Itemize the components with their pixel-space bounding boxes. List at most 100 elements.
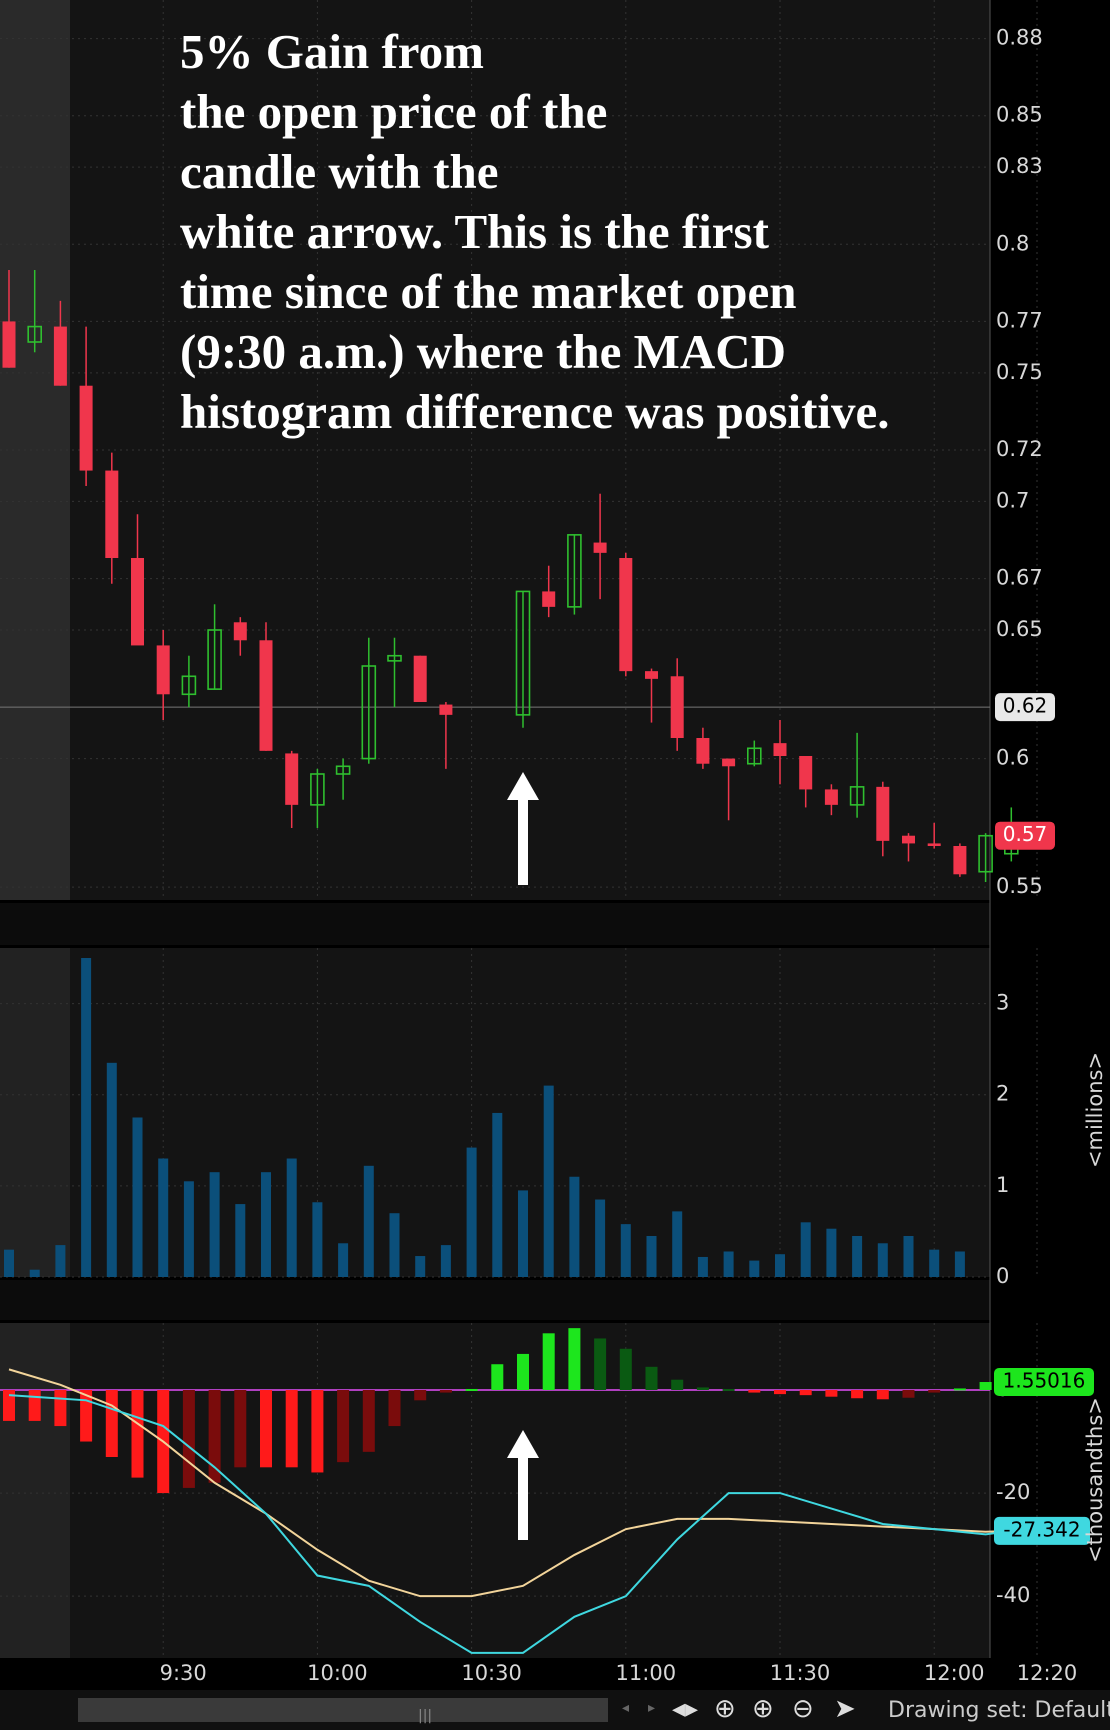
candle-body xyxy=(824,789,838,805)
histogram-bar xyxy=(517,1353,529,1390)
histogram-bar xyxy=(619,1348,632,1390)
volume-bar xyxy=(415,1256,426,1277)
macd-value-label: -27.342 xyxy=(1003,1517,1080,1541)
candle-body xyxy=(439,704,453,715)
candle-body xyxy=(593,542,607,553)
volume-bar xyxy=(29,1269,40,1277)
histogram-value-box xyxy=(994,1368,1094,1397)
scroll-left-arrow[interactable]: ◂ xyxy=(622,1700,630,1716)
volume-bar xyxy=(903,1235,914,1277)
x-tick-label: 12:00 xyxy=(924,1661,985,1685)
histogram-bar xyxy=(131,1390,144,1478)
candle-body xyxy=(542,591,556,607)
last-price-label: 0.57 xyxy=(1003,822,1048,846)
candle-body xyxy=(619,558,633,672)
volume-bar xyxy=(4,1249,14,1277)
candle-body xyxy=(27,325,43,343)
y-tick-label: 0.55 xyxy=(996,874,1043,898)
zoom-out-icon[interactable]: ⊖ xyxy=(792,1694,814,1724)
candle-body xyxy=(746,747,762,765)
volume-bar xyxy=(235,1204,246,1277)
y-tick-label: 0.75 xyxy=(996,360,1043,384)
histogram-bar xyxy=(722,1388,735,1391)
volume-bar xyxy=(620,1224,631,1277)
volume-bar xyxy=(466,1147,477,1277)
candle-body xyxy=(131,558,144,646)
histogram-bar xyxy=(774,1390,786,1395)
zoom-in-icon[interactable]: ⊕ xyxy=(752,1694,774,1724)
candle-body xyxy=(53,326,67,386)
y-tick-label: 0.85 xyxy=(996,103,1043,127)
volume-bar xyxy=(518,1190,528,1277)
volume-bar xyxy=(646,1235,657,1277)
y-tick-label: -20 xyxy=(996,1480,1030,1504)
up-arrow-icon xyxy=(507,1430,539,1540)
x-tick-label: 9:30 xyxy=(160,1661,207,1685)
candle-body xyxy=(413,655,427,702)
histogram-bar xyxy=(337,1390,350,1463)
candle-body xyxy=(696,738,710,764)
histogram-bar xyxy=(979,1382,992,1390)
volume-bar xyxy=(183,1181,194,1277)
y-tick-label: 0.6 xyxy=(996,746,1029,770)
candle-body xyxy=(156,645,170,695)
crosshair-icon[interactable]: ⊕ xyxy=(714,1694,736,1724)
pan-icon[interactable]: ◂▸ xyxy=(672,1694,699,1724)
candle-body xyxy=(978,834,993,873)
histogram-bar xyxy=(594,1338,607,1390)
histogram-bar xyxy=(851,1390,864,1399)
y-tick-label: 0.72 xyxy=(996,437,1043,461)
candle-body xyxy=(670,676,684,738)
candle-body xyxy=(181,675,197,696)
candle-body xyxy=(953,846,967,875)
cursor-icon[interactable]: ➤ xyxy=(834,1694,856,1724)
histogram-bar xyxy=(285,1390,298,1468)
volume-bar xyxy=(826,1228,837,1277)
y-tick-label: 0 xyxy=(996,1264,1009,1288)
volume-bar xyxy=(595,1199,606,1277)
histogram-bar xyxy=(953,1388,966,1391)
volume-axis-unit: <millions> xyxy=(1083,1052,1107,1168)
volume-bar xyxy=(440,1245,451,1277)
candle-body xyxy=(773,743,787,756)
y-tick-label: -40 xyxy=(996,1583,1030,1607)
candle-body xyxy=(335,765,351,775)
volume-bar xyxy=(338,1243,349,1277)
crosshair-price-label: 0.62 xyxy=(1003,694,1048,718)
x-tick-label: 11:00 xyxy=(616,1661,677,1685)
histogram-bar xyxy=(28,1390,41,1421)
premarket-shade-volume xyxy=(0,948,70,1277)
x-tick-label: 10:00 xyxy=(307,1661,368,1685)
up-arrow-icon xyxy=(507,772,539,885)
candle-body xyxy=(799,756,813,790)
y-tick-label: 0.88 xyxy=(996,26,1043,50)
histogram-bar xyxy=(465,1388,478,1391)
histogram-bar xyxy=(234,1390,247,1468)
volume-bar xyxy=(492,1112,503,1277)
last-price-box xyxy=(995,821,1055,850)
drawing-set-label[interactable]: Drawing set: Default xyxy=(888,1698,1110,1723)
candle-body xyxy=(927,843,941,846)
y-tick-label: 0.7 xyxy=(996,488,1029,512)
volume-bar xyxy=(261,1172,271,1277)
candle-body xyxy=(567,534,582,608)
volume-bar xyxy=(209,1172,220,1277)
panel-divider xyxy=(0,903,990,945)
scroll-grip-icon[interactable]: ||| xyxy=(418,1708,433,1724)
scroll-right-arrow[interactable]: ▸ xyxy=(648,1700,656,1716)
volume-bar xyxy=(363,1165,374,1277)
panel-divider xyxy=(0,1280,990,1320)
candle-body xyxy=(285,753,299,805)
histogram-bar xyxy=(671,1379,684,1390)
candle-body xyxy=(2,321,16,368)
horizontal-scrollbar[interactable]: ||| xyxy=(78,1698,608,1724)
histogram-bar xyxy=(902,1390,915,1398)
y-tick-label: 2 xyxy=(996,1082,1009,1106)
crosshair-price-box xyxy=(995,693,1055,722)
candle-body xyxy=(233,622,247,641)
volume-bar xyxy=(852,1235,863,1277)
x-tick-label: 11:30 xyxy=(770,1661,831,1685)
candle-body xyxy=(310,773,325,806)
y-tick-label: 1 xyxy=(996,1173,1009,1197)
histogram-bar xyxy=(825,1390,838,1397)
